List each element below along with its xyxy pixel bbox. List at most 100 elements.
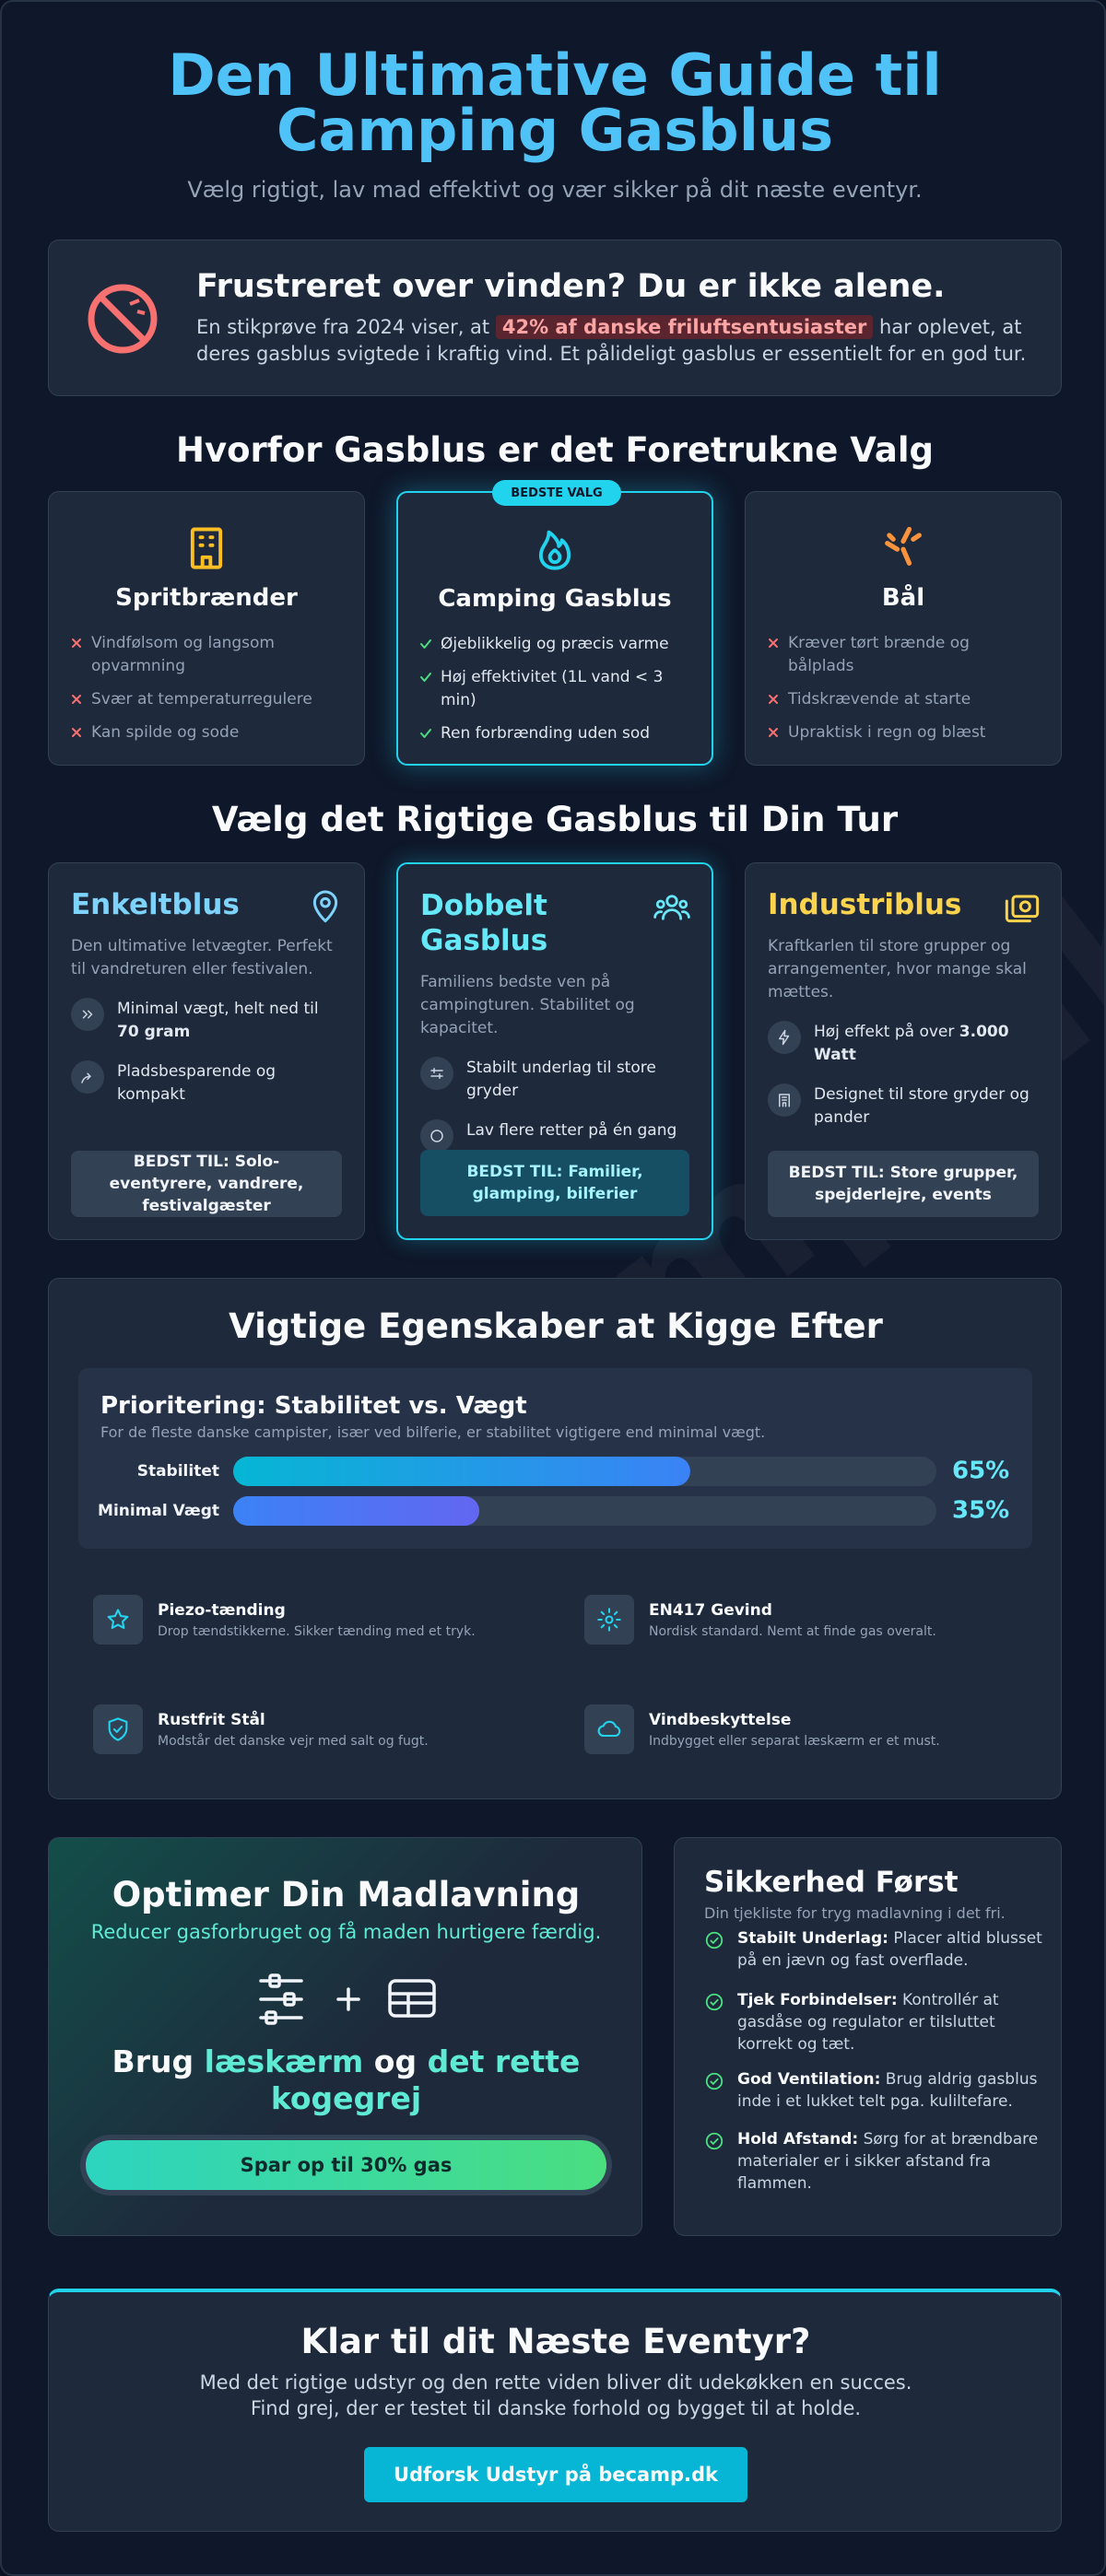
icon (705, 2132, 724, 2150)
point: Vindfølsom og langsom opvarmning (71, 632, 342, 678)
best-for: BEDST TIL: Familier, glamping, bilferier (420, 1150, 689, 1216)
point-list: Øjeblikkelig og præcis varme Høj effektiv… (420, 633, 689, 745)
safety-text: Hold Afstand: Sørg for at brændbare mate… (737, 2128, 1045, 2195)
point: Høj effektivitet (1L vand < 3 min) (420, 666, 689, 712)
icon (597, 1720, 621, 1738)
button-ring: Spar op til 30% gas (80, 2135, 612, 2195)
alert-text-after: har oplevet, at deres gasblus svigtede i… (196, 316, 1027, 365)
feature-icon (71, 1060, 104, 1094)
feature-item-title: Vindbeskyttelse (649, 1710, 792, 1729)
alert-text: En stikprøve fra 2024 viser, at 42% af d… (196, 314, 1044, 368)
cta-text: Med det rigtige udstyr og den rette vide… (49, 2370, 1063, 2421)
card-highlight: Dobbelt Gasblus Familiens bedste ven på c… (396, 862, 713, 1240)
bar-label: Stabilitet (137, 1462, 219, 1481)
safety-item: Tjek Forbindelser: Kontrollér at gasdåse… (704, 1989, 1045, 2055)
point: Ren forbrænding uden sod (420, 722, 689, 745)
icon (769, 695, 778, 704)
safety-subtitle: Din tjekliste for tryg madlavning i det … (704, 1904, 1006, 1922)
alert-text-before: En stikprøve fra 2024 viser, at (196, 316, 496, 338)
icon (107, 1609, 129, 1630)
icon (82, 1010, 93, 1019)
cta-button[interactable]: Udforsk Udstyr på becamp.dk (364, 2447, 747, 2502)
feature-item: Vindbeskyttelse Indbygget eller separat l… (570, 1689, 1032, 1770)
alert-highlight: 42% af danske friluftsentusiaster (495, 315, 874, 339)
safety-icon (704, 2071, 724, 2113)
icon (779, 1094, 790, 1107)
feature: Stabilt underlag til store gryder (420, 1057, 689, 1103)
point-list: Vindfølsom og langsom opvarmning Svær at … (71, 632, 342, 744)
cta-box: Klar til dit Næste Eventyr? Med det rigt… (48, 2289, 1062, 2532)
point: Øjeblikkelig og præcis varme (420, 633, 689, 656)
feature-item-text: Modstår det danske vejr med salt og fugt… (158, 1733, 429, 1749)
safety-text: God Ventilation: Brug aldrig gasblus ind… (737, 2068, 1045, 2113)
icon (1005, 895, 1040, 923)
feature-item-icon (584, 1595, 634, 1645)
bar-value: 35% (952, 1497, 1009, 1525)
icon (72, 728, 81, 737)
cta-line: Find grej, der er testet til danske forh… (250, 2397, 862, 2419)
icon (420, 673, 431, 682)
priority-chart: Stabilitet 65% Minimal Vægt 35% (98, 1457, 1009, 1526)
optimize-button[interactable]: Spar op til 30% gas (86, 2140, 606, 2190)
feature: Designet til store gryder og pander (768, 1083, 1039, 1130)
icon (769, 638, 778, 648)
feature-item-body: Vindbeskyttelse Indbygget eller separat l… (649, 1711, 940, 1749)
feature-text-main: Stabilt underlag til store gryder (466, 1059, 656, 1100)
safety-icon (704, 1992, 724, 2055)
safety-text: Tjek Forbindelser: Kontrollér at gasdåse… (737, 1989, 1045, 2055)
safety-bold: Hold Afstand: (737, 2130, 859, 2149)
feature-text: Høj effekt på over 3.000 Watt (814, 1021, 1039, 1067)
feature-text: Lav flere retter på én gang (466, 1119, 677, 1142)
icon (769, 728, 778, 737)
card-highlight: BEDSTE VALG Camping Gasblus Øjeblikkelig o… (396, 480, 713, 766)
best-for: BEDST TIL: Solo-eventyrere, vandrere, fe… (71, 1151, 342, 1217)
feature-text: Stabilt underlag til store gryder (466, 1057, 689, 1103)
point-text: Vindfølsom og langsom opvarmning (91, 634, 275, 675)
point: Kræver tørt brænde og bålplads (768, 632, 1039, 678)
feature-text-main: Høj effekt på over (814, 1023, 959, 1041)
header: Den Ultimative Guide til Camping Gasblus… (2, 41, 1104, 204)
point-text: Høj effektivitet (1L vand < 3 min) (441, 668, 664, 709)
feature-icon (71, 998, 104, 1031)
point: Upraktisk i regn og blæst (768, 721, 1039, 744)
card: Industriblus Kraftkarlen til store gruppe… (745, 862, 1062, 1240)
icon (538, 530, 571, 570)
feature-item-title: EN417 Gevind (649, 1600, 772, 1620)
feature: Høj effekt på over 3.000 Watt (768, 1021, 1039, 1067)
card: Enkeltblus Den ultimative letvægter. Perf… (48, 862, 365, 1240)
card-title: Bål (881, 584, 925, 612)
bar-value: 65% (952, 1458, 1009, 1485)
page-title: Den Ultimative Guide til Camping Gasblus (168, 41, 942, 164)
icon (420, 729, 431, 738)
feature-item-icon (93, 1704, 143, 1754)
safety-rest: Sørg for at brændbare materialer er i si… (737, 2130, 1039, 2193)
card-icon (1004, 887, 1041, 928)
subtitle: Vælg rigtigt, lav mad effektivt og vær s… (187, 177, 923, 203)
safety-box: Sikkerhed Først Din tjekliste for tryg m… (674, 1837, 1062, 2236)
priority-title: Prioritering: Stabilitet vs. Vægt (100, 1392, 527, 1420)
safety-icon (704, 1930, 724, 1972)
optimize-heading: Brug læskærm og det rette kogegrej (86, 2043, 606, 2117)
point-text: Tidskrævende at starte (788, 690, 971, 708)
feature-item-body: Piezo-tænding Drop tændstikkerne. Sikker … (158, 1601, 476, 1639)
card-title: Camping Gasblus (438, 585, 672, 613)
icon (779, 1029, 790, 1046)
point-text: Kan spilde og sode (91, 723, 240, 742)
feature-item-title: Piezo-tænding (158, 1600, 286, 1620)
badge: BEDSTE VALG (492, 480, 621, 506)
safety-icon (704, 2131, 724, 2195)
point-text: Kræver tørt brænde og bålplads (788, 634, 970, 675)
card-title: Industriblus (768, 888, 962, 921)
point-list: Kræver tørt brænde og bålplads Tidskræven… (768, 632, 1039, 744)
priority-panel: Prioritering: Stabilitet vs. Vægt For de… (78, 1368, 1032, 1549)
point: Kan spilde og sode (71, 721, 342, 744)
point: Svær at temperaturregulere (71, 688, 342, 711)
icon (653, 895, 690, 920)
feature-item-body: Rustfrit Stål Modstår det danske vejr med… (158, 1711, 429, 1749)
icon (430, 1068, 443, 1079)
feature-item: Rustfrit Stål Modstår det danske vejr med… (78, 1689, 541, 1770)
feature-item-body: EN417 Gevind Nordisk standard. Nemt at fi… (649, 1601, 936, 1639)
